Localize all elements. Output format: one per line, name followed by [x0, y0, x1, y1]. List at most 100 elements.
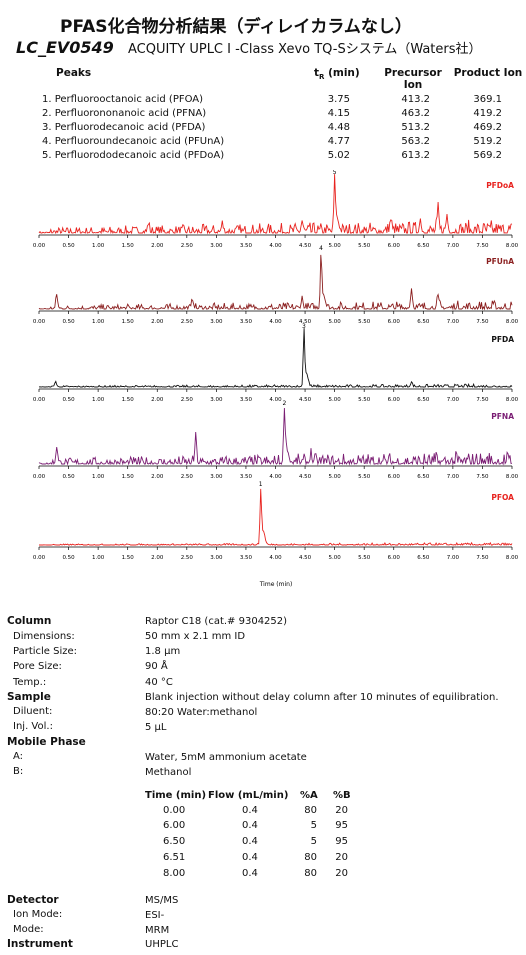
series-label: PFOA: [491, 493, 514, 502]
ion-mode-label: Ion Mode:: [13, 909, 63, 920]
particle-label: Particle Size:: [13, 646, 78, 657]
gradient-header-flow: Flow (mL/min): [208, 790, 289, 801]
gradient-cell: 0.4: [242, 852, 258, 863]
x-tick-label: 7.00: [447, 397, 460, 403]
peak-label: 4: [319, 245, 323, 252]
gradient-cell: 0.00: [163, 805, 186, 816]
x-tick-label: 2.00: [151, 474, 164, 480]
table-row-precursor: 513.2: [401, 122, 430, 133]
gradient-header-a: %A: [300, 790, 318, 801]
x-tick-label: 6.50: [417, 397, 430, 403]
x-tick-label: 2.50: [181, 555, 194, 561]
table-row-tr: 4.77: [327, 136, 350, 147]
x-tick-label: 5.50: [358, 243, 371, 249]
instrument-value: UHPLC: [145, 939, 179, 950]
product-header: Product Ion: [453, 67, 523, 79]
x-tick-label: 1.00: [92, 555, 105, 561]
x-tick-label: 7.00: [447, 474, 460, 480]
gradient-cell: 20: [335, 868, 348, 879]
x-tick-label: 0.00: [33, 243, 46, 249]
x-tick-label: 8.00: [506, 319, 519, 325]
x-tick-label: 4.00: [269, 319, 282, 325]
temp-value: 40 °C: [145, 677, 173, 688]
x-tick-label: 1.50: [122, 243, 135, 249]
x-tick-label: 0.00: [33, 555, 46, 561]
x-tick-label: 5.50: [358, 555, 371, 561]
series-label: PFDoA: [486, 181, 514, 190]
x-tick-label: 0.00: [33, 397, 46, 403]
gradient-cell: 0.4: [242, 868, 258, 879]
x-tick-label: 5.00: [329, 474, 342, 480]
x-tick-label: 7.50: [476, 397, 489, 403]
x-tick-label: 4.50: [299, 555, 312, 561]
x-tick-label: 3.50: [240, 397, 253, 403]
x-tick-label: 3.50: [240, 474, 253, 480]
gradient-cell: 6.00: [163, 820, 186, 831]
x-tick-label: 2.00: [151, 243, 164, 249]
table-row-tr: 3.75: [327, 94, 350, 105]
gradient-header-time: Time (min): [145, 790, 207, 801]
table-row-precursor: 563.2: [401, 136, 430, 147]
x-tick-label: 4.00: [269, 555, 282, 561]
x-tick-label: 4.00: [269, 474, 282, 480]
pore-value: 90 Å: [145, 661, 168, 672]
x-tick-label: 7.50: [476, 555, 489, 561]
mobile-a-value: Water, 5mM ammonium acetate: [145, 752, 307, 763]
x-tick-label: 2.50: [181, 397, 194, 403]
gradient-cell: 6.51: [163, 852, 186, 863]
x-tick-label: 5.50: [358, 319, 371, 325]
x-tick-label: 3.50: [240, 243, 253, 249]
gradient-cell: 20: [335, 805, 348, 816]
method-code: LC_EV0549: [16, 38, 114, 57]
instrument-heading: Instrument: [7, 938, 73, 950]
mobile-b-value: Methanol: [145, 767, 192, 778]
x-tick-label: 1.50: [122, 555, 135, 561]
table-row-name: 3. Perfluorodecanoic acid (PFDA): [42, 122, 206, 133]
x-tick-label: 0.00: [33, 474, 46, 480]
x-tick-label: 6.50: [417, 319, 430, 325]
x-tick-label: 5.00: [329, 243, 342, 249]
peaks-header: Peaks: [56, 67, 92, 79]
x-tick-label: 6.00: [388, 319, 401, 325]
x-tick-label: 3.00: [210, 474, 223, 480]
x-tick-label: 5.00: [329, 319, 342, 325]
x-tick-label: 7.00: [447, 243, 460, 249]
x-tick-label: 8.00: [506, 474, 519, 480]
x-tick-label: 7.50: [476, 319, 489, 325]
x-tick-label: 0.50: [62, 555, 75, 561]
x-tick-label: 4.50: [299, 319, 312, 325]
gradient-cell: 80: [304, 805, 317, 816]
x-tick-label: 7.00: [447, 319, 460, 325]
gradient-cell: 6.50: [163, 836, 186, 847]
gradient-cell: 95: [335, 820, 348, 831]
peak-label: 3: [302, 323, 306, 330]
mode-value: MRM: [145, 925, 170, 936]
x-tick-label: 6.00: [388, 243, 401, 249]
gradient-header-b: %B: [333, 790, 351, 801]
table-row-precursor: 613.2: [401, 150, 430, 161]
series-label: PFUnA: [486, 257, 514, 266]
x-tick-label: 0.50: [62, 474, 75, 480]
chromatogram-stack: 0.00 0.50 1.00 1.50 2.00 2.50 3.00 3.50 4.00 4.50…: [33, 170, 519, 588]
table-row-product: 369.1: [473, 94, 502, 105]
trace-pfuna: [38, 254, 513, 311]
x-tick-label: 6.50: [417, 555, 430, 561]
x-tick-label: 2.50: [181, 474, 194, 480]
trace-pfda: [38, 328, 513, 389]
inj-label: Inj. Vol.:: [13, 721, 53, 732]
x-tick-label: 4.00: [269, 397, 282, 403]
x-axis-label: Time (min): [259, 581, 293, 588]
trace-pfdoa: [38, 174, 513, 235]
x-tick-label: 3.50: [240, 319, 253, 325]
gradient-cell: 8.00: [163, 868, 186, 879]
x-tick-label: 5.00: [329, 555, 342, 561]
series-label: PFNA: [491, 412, 514, 421]
mode-label: Mode:: [13, 924, 44, 935]
mobile-phase-heading: Mobile Phase: [7, 736, 86, 748]
gradient-cell: 0.4: [242, 820, 258, 831]
gradient-cell: 95: [335, 836, 348, 847]
x-tick-label: 3.00: [210, 243, 223, 249]
x-tick-label: 6.00: [388, 555, 401, 561]
x-tick-label: 1.00: [92, 397, 105, 403]
table-row-name: 1. Perfluorooctanoic acid (PFOA): [42, 94, 204, 105]
